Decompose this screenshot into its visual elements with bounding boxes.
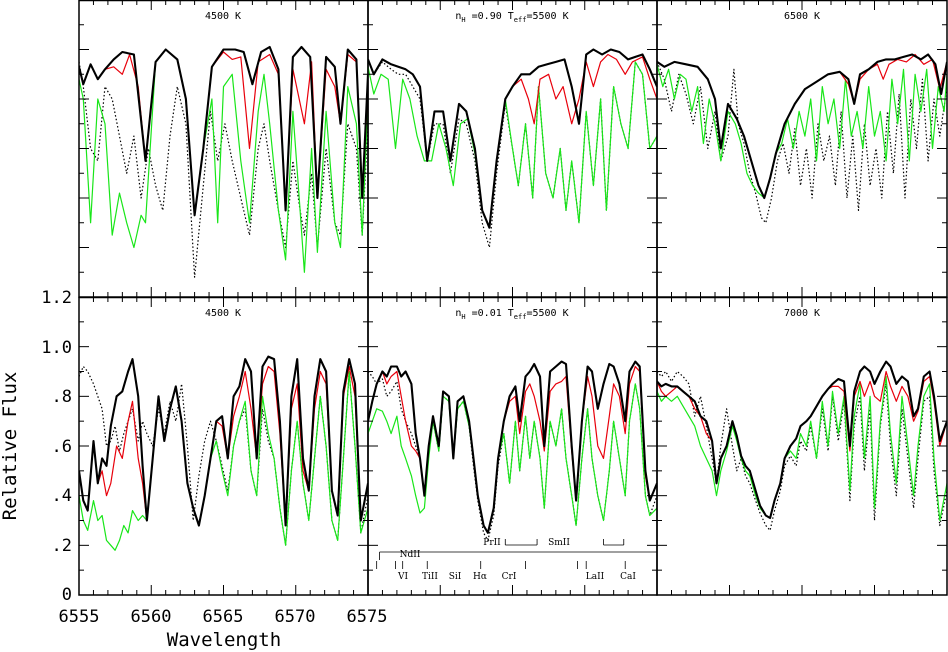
dotted-spectrum-line bbox=[79, 61, 368, 278]
green-spectrum-line bbox=[368, 61, 657, 229]
panel-1-1 bbox=[368, 360, 657, 541]
panel-title-bottom-left: 4500 K bbox=[205, 308, 241, 319]
title-n: n bbox=[455, 308, 461, 319]
line-label-CrI: CrI bbox=[502, 572, 517, 582]
black-spectrum-line bbox=[657, 360, 947, 520]
x-axis-title: Wavelength bbox=[167, 629, 281, 651]
dotted-spectrum-line bbox=[657, 370, 947, 531]
black-spectrum-line bbox=[79, 355, 368, 527]
green-spectrum-line bbox=[79, 48, 368, 273]
title-sub-eff: eff bbox=[514, 16, 527, 24]
y-tick-label-1.0: 1.0 bbox=[41, 338, 72, 358]
title-n: n bbox=[455, 11, 461, 22]
line-label-PrII: PrII bbox=[483, 538, 501, 548]
green-spectrum-line bbox=[657, 64, 947, 199]
panel-title-top-left: 4500 K bbox=[205, 11, 241, 22]
y-tick-label-.2: .2 bbox=[52, 536, 72, 556]
y-tick-label-.8: .8 bbox=[52, 387, 72, 407]
line-label-CaI: CaI bbox=[620, 572, 636, 582]
y-tick-label-0: 0 bbox=[62, 585, 72, 605]
y-tick-label-.4: .4 bbox=[52, 486, 72, 506]
line-label-VI: VI bbox=[397, 572, 408, 582]
panel-title-bottom-middle: nH =0.01 Teff=5500 K bbox=[455, 308, 568, 321]
panel-1-2 bbox=[657, 360, 947, 531]
y-tick-label-.6: .6 bbox=[52, 437, 72, 457]
green-spectrum-line bbox=[79, 370, 368, 551]
line-label-Halpha: Hα bbox=[473, 572, 487, 582]
panel-title-bottom-right: 7000 K bbox=[784, 308, 820, 319]
green-spectrum-line bbox=[368, 383, 657, 534]
line-label-SiI: SiI bbox=[449, 572, 462, 582]
black-spectrum-line bbox=[657, 53, 947, 200]
panel-1-0 bbox=[79, 355, 368, 551]
x-tick-label-6570: 6570 bbox=[275, 607, 316, 627]
line-label-SmII: SmII bbox=[548, 538, 570, 548]
red-spectrum-line bbox=[79, 48, 368, 216]
panel-title-top-middle: nH =0.90 Teff=5500 K bbox=[455, 11, 568, 24]
title-sub-H: H bbox=[461, 16, 465, 24]
y-axis-title: Relative Flux bbox=[0, 372, 21, 521]
green-spectrum-line bbox=[657, 375, 947, 522]
line-label-NdII: NdII bbox=[400, 550, 421, 560]
y-tick-label-1.2: 1.2 bbox=[41, 288, 72, 308]
black-spectrum-line bbox=[368, 48, 657, 229]
title-sub-H: H bbox=[461, 313, 465, 321]
panel-0-0 bbox=[79, 45, 368, 278]
title-end: =5500 K bbox=[526, 11, 568, 22]
x-tick-label-6560: 6560 bbox=[131, 607, 172, 627]
x-tick-label-6555: 6555 bbox=[59, 607, 100, 627]
black-spectrum-line bbox=[79, 45, 368, 217]
panel-0-1 bbox=[368, 48, 657, 249]
line-label-LaII: LaII bbox=[586, 572, 605, 582]
title-mid: =0.90 T bbox=[466, 11, 514, 22]
x-tick-label-6565: 6565 bbox=[203, 607, 244, 627]
panel-title-top-right: 6500 K bbox=[784, 11, 820, 22]
x-tick-label-6575: 6575 bbox=[347, 607, 388, 627]
line-label-TiII: TiII bbox=[422, 572, 438, 582]
title-mid: =0.01 T bbox=[466, 308, 514, 319]
black-spectrum-line bbox=[368, 360, 657, 534]
title-sub-eff: eff bbox=[514, 313, 527, 321]
panel-frame bbox=[656, 296, 948, 596]
title-end: =5500 K bbox=[526, 308, 568, 319]
panel-0-2 bbox=[657, 53, 947, 224]
